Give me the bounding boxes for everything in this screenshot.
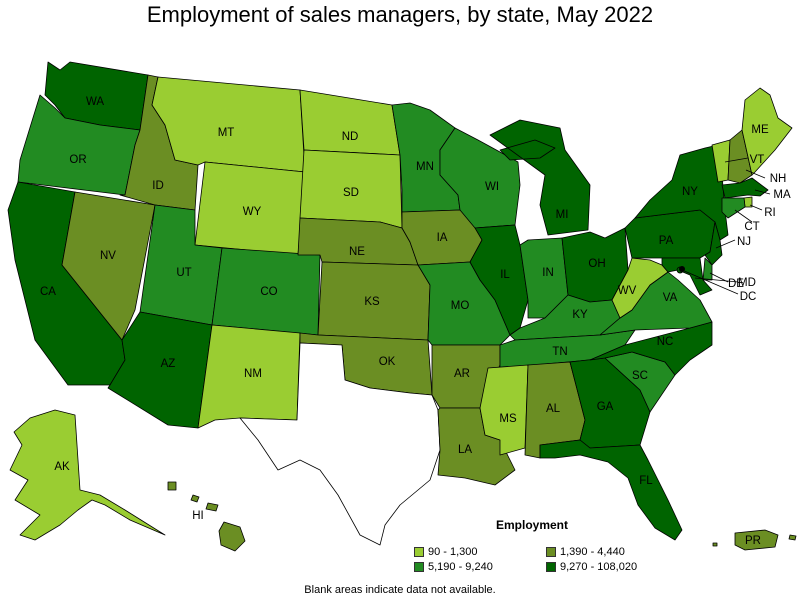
label-NJ: NJ <box>737 236 751 248</box>
state-FL[interactable] <box>539 439 683 541</box>
label-MT: MT <box>218 127 235 139</box>
label-ND: ND <box>342 131 359 143</box>
leader-line-CT <box>734 209 753 223</box>
leader-line-NH <box>745 169 766 179</box>
label-GA: GA <box>597 401 614 413</box>
state-NC[interactable] <box>589 321 713 376</box>
label-OR: OR <box>69 154 86 166</box>
label-VA: VA <box>663 292 678 304</box>
label-MI: MI <box>556 209 569 221</box>
label-DE: DE <box>728 278 744 290</box>
legend-item: 1,390 - 4,440 <box>546 546 625 558</box>
label-NE: NE <box>349 246 365 258</box>
leader-line-VT <box>724 157 749 163</box>
state-DE[interactable] <box>702 257 713 281</box>
label-IA: IA <box>437 232 448 244</box>
legend-swatch <box>414 562 424 572</box>
state-CT[interactable] <box>721 197 746 219</box>
label-RI: RI <box>764 207 776 219</box>
state-labels: WA OR CA NV ID MT WY UT AZ CO NM ND SD N… <box>40 96 791 547</box>
label-MA: MA <box>773 189 791 201</box>
label-MN: MN <box>416 161 434 173</box>
label-NM: NM <box>244 368 262 380</box>
state-MD[interactable] <box>661 257 713 296</box>
legend-title: Employment <box>496 518 569 532</box>
legend-item: 90 - 1,300 <box>414 546 478 558</box>
map-title: Employment of sales managers, by state, … <box>146 2 654 27</box>
leader-line-DC <box>681 269 739 295</box>
label-NV: NV <box>100 250 116 262</box>
label-NY: NY <box>682 186 698 198</box>
label-ME: ME <box>751 124 769 136</box>
label-MD: MD <box>738 277 756 289</box>
label-OK: OK <box>379 356 396 368</box>
state-AK[interactable] <box>9 409 166 541</box>
state-HI[interactable] <box>167 481 246 552</box>
label-PR: PR <box>745 535 761 547</box>
label-KS: KS <box>364 296 380 308</box>
state-MI[interactable] <box>489 119 591 236</box>
label-WV: WV <box>618 285 637 297</box>
legend-label: 5,190 - 9,240 <box>428 561 493 573</box>
label-CT: CT <box>744 221 759 233</box>
legend-item: 9,270 - 108,020 <box>546 561 637 573</box>
label-DC: DC <box>740 291 757 303</box>
state-MA[interactable] <box>721 177 769 199</box>
state-TX[interactable] <box>239 342 441 546</box>
state-NH[interactable] <box>727 129 753 184</box>
label-VT: VT <box>750 154 765 166</box>
label-TN: TN <box>552 346 567 358</box>
label-WY: WY <box>243 206 262 218</box>
label-CA: CA <box>40 286 56 298</box>
label-NC: NC <box>657 336 674 348</box>
label-AK: AK <box>54 461 70 473</box>
label-KY: KY <box>572 309 588 321</box>
legend-item: 5,190 - 9,240 <box>414 561 493 573</box>
label-SC: SC <box>632 370 648 382</box>
state-ND[interactable] <box>299 89 401 156</box>
label-HI: HI <box>192 510 204 522</box>
label-NH: NH <box>770 173 787 185</box>
label-WI: WI <box>485 181 499 193</box>
label-CO: CO <box>260 286 277 298</box>
label-OH: OH <box>588 258 605 270</box>
leader-line-MA <box>754 189 771 195</box>
label-IN: IN <box>542 267 554 279</box>
label-MS: MS <box>499 413 517 425</box>
label-WA: WA <box>86 96 104 108</box>
label-AL: AL <box>546 403 561 415</box>
leader-line-RI <box>749 204 763 211</box>
label-SD: SD <box>343 187 359 199</box>
leader-line-NJ <box>715 239 736 249</box>
label-UT: UT <box>176 267 191 279</box>
legend-swatch <box>414 547 424 557</box>
label-IL: IL <box>500 269 510 281</box>
legend-label: 1,390 - 4,440 <box>560 546 625 558</box>
dc-marker <box>679 266 685 272</box>
label-AR: AR <box>454 368 470 380</box>
legend-label: 90 - 1,300 <box>428 546 478 558</box>
label-LA: LA <box>458 444 472 456</box>
legend-swatch <box>546 547 556 557</box>
state-MT[interactable] <box>151 76 306 173</box>
legend-swatch <box>546 562 556 572</box>
footnote: Blank areas indicate data not available. <box>304 584 496 596</box>
legend-label: 9,270 - 108,020 <box>560 561 638 573</box>
label-MO: MO <box>451 300 470 312</box>
label-FL: FL <box>639 475 653 487</box>
state-NV[interactable] <box>61 191 156 341</box>
label-ID: ID <box>152 180 164 192</box>
label-AZ: AZ <box>161 358 176 370</box>
state-PR[interactable] <box>712 529 797 551</box>
label-PA: PA <box>659 235 674 247</box>
